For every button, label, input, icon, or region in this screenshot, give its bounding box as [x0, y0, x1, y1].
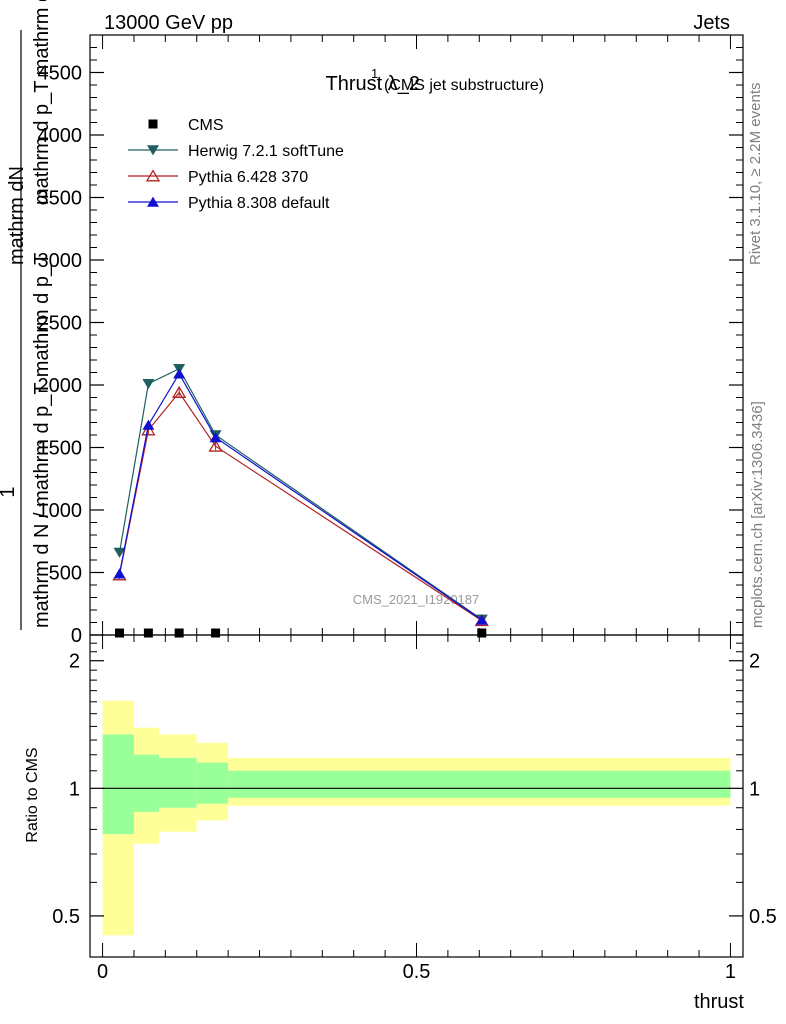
- cms-data-point: [115, 628, 125, 638]
- ratio-axis-ticks: 0.5 0.5 1 1 2 2 0 0.5 1: [52, 635, 777, 983]
- x-axis-label: thrust: [694, 991, 744, 1013]
- x-tick-label: 0: [97, 961, 108, 983]
- ratio-inner-band: [196, 762, 229, 804]
- cms-data-point: [211, 628, 221, 638]
- pythia8-marker: [209, 432, 222, 443]
- main-y-tick-label: 500: [49, 563, 82, 585]
- ratio-y-tick-label-right: 1: [749, 778, 760, 800]
- ylabel-one: 1: [0, 486, 19, 497]
- main-y-tick-label: 3500: [38, 188, 83, 210]
- pythia8-series-line: [118, 372, 483, 621]
- main-y-tick-label: 1000: [38, 500, 83, 522]
- pythia8-marker: [475, 614, 488, 625]
- herwig-series-line: [118, 367, 483, 620]
- herwig-marker: [147, 145, 159, 156]
- ylabel-numerator-extra: mathrm d p_T mathrm d lambda: [31, 0, 53, 205]
- main-axis-ticks: 0 500 1000 1500 2000 2500 3000 3500 4000 4500: [38, 34, 743, 647]
- pythia8-marker: [173, 368, 186, 379]
- plot-title: Thrust λ_2: [326, 73, 420, 95]
- main-y-tick-label: 1500: [38, 438, 83, 460]
- main-y-tick-label: 0: [71, 625, 82, 647]
- main-y-tick-label: 4500: [38, 63, 83, 85]
- series-layer: [112, 363, 489, 638]
- main-y-axis-label: mathrm dN mathrm d p_T mathrm d lambda 1…: [0, 0, 53, 630]
- ratio-y-tick-label-right: 2: [749, 651, 760, 673]
- main-y-tick-label: 2000: [38, 375, 83, 397]
- plot-subtitle: (CMS jet substructure): [384, 77, 544, 94]
- main-y-tick-label: 4000: [38, 125, 83, 147]
- mcplots-reference-text: mcplots.cern.ch [arXiv:1306.3436]: [749, 401, 766, 628]
- cms-data-point: [143, 628, 153, 638]
- pythia8-marker: [113, 568, 126, 579]
- legend-label: Herwig 7.2.1 softTune: [188, 143, 344, 160]
- legend: CMS Herwig 7.2.1 softTune Pythia 6.428 370…: [128, 117, 344, 212]
- legend-entry-cms: CMS: [148, 117, 224, 134]
- header-right: Jets: [693, 12, 730, 34]
- ratio-inner-band: [228, 770, 731, 798]
- pythia6-series: [112, 385, 489, 627]
- cms-series: [115, 628, 487, 638]
- rivet-version-text: Rivet 3.1.10, ≥ 2.2M events: [747, 83, 764, 266]
- cms-data-point: [477, 628, 487, 638]
- legend-entry-pythia6: Pythia 6.428 370: [128, 169, 308, 186]
- cms-data-point: [148, 119, 158, 129]
- main-y-tick-label: 2500: [38, 313, 83, 335]
- ratio-y-tick-label: 1: [69, 778, 80, 800]
- x-tick-label: 1: [725, 961, 736, 983]
- pythia8-marker: [147, 196, 159, 207]
- legend-entry-herwig: Herwig 7.2.1 softTune: [128, 143, 344, 160]
- pythia8-series: [113, 368, 488, 625]
- cms-data-point: [174, 628, 184, 638]
- pythia6-marker: [172, 385, 187, 398]
- pythia6-marker: [145, 169, 161, 182]
- legend-label: Pythia 8.308 default: [188, 195, 330, 212]
- legend-label: Pythia 6.428 370: [188, 169, 308, 186]
- main-y-tick-label: 3000: [38, 250, 83, 272]
- ratio-y-axis-label: Ratio to CMS: [24, 747, 41, 842]
- legend-entry-pythia8: Pythia 8.308 default: [128, 195, 330, 212]
- herwig-marker: [113, 547, 126, 558]
- legend-label: CMS: [188, 117, 224, 134]
- ratio-inner-band: [133, 754, 160, 812]
- ratio-inner-band: [102, 734, 134, 835]
- pythia8-marker: [142, 419, 155, 430]
- ratio-y-tick-label: 2: [69, 651, 80, 673]
- pythia6-series-line: [118, 391, 483, 622]
- ratio-bands: [102, 700, 731, 936]
- ratio-inner-band: [159, 757, 197, 808]
- header-left: 13000 GeV pp: [104, 12, 233, 34]
- plot-title-superscript: 1: [371, 66, 378, 81]
- x-tick-label: 0.5: [403, 961, 431, 983]
- ylabel-numerator: mathrm dN: [6, 166, 28, 265]
- herwig-marker: [142, 378, 155, 390]
- pythia6-marker: [208, 439, 223, 452]
- ratio-y-tick-label-right: 0.5: [749, 906, 777, 928]
- ylabel-denominator: mathrm d N / mathrm d p_T mathrm d p_T: [31, 253, 53, 628]
- ratio-y-tick-label: 0.5: [52, 906, 80, 928]
